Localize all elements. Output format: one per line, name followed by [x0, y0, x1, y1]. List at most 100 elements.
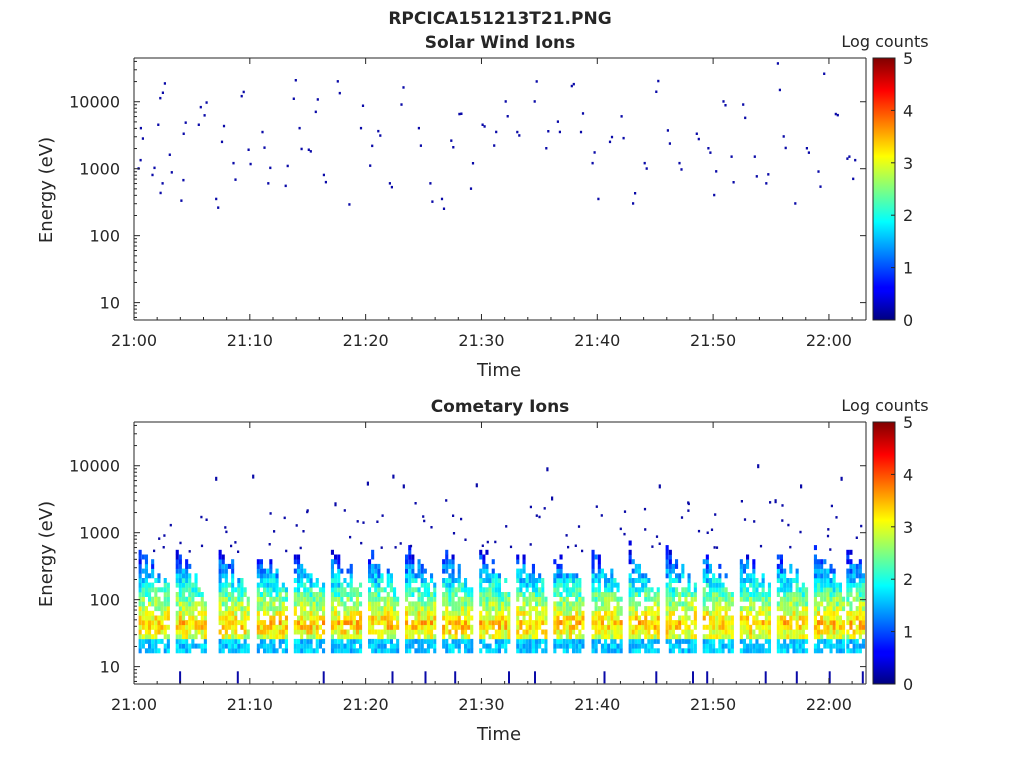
panel2-data-cell	[525, 629, 529, 635]
panel2-data-cell	[464, 624, 468, 630]
panel2-data-cell	[234, 606, 238, 612]
panel2-data-cell	[371, 643, 375, 649]
panel2-data-cell	[600, 620, 604, 626]
panel2-data-cell	[665, 606, 669, 612]
panel2-data-cell	[562, 582, 566, 588]
panel2-data-cell	[610, 620, 614, 626]
panel2-data-cell	[383, 610, 387, 616]
panel2-data-cell	[758, 620, 762, 626]
panel2-data-cell	[309, 601, 313, 607]
panel2-data-cell	[246, 610, 250, 616]
panel2-data-cell	[227, 592, 231, 597]
panel2-data-cell	[591, 624, 595, 630]
panel2-data-cell	[678, 601, 682, 607]
panel2-data-cell	[610, 578, 614, 583]
panel2-data-point	[706, 531, 709, 534]
panel2-data-cell	[776, 601, 780, 607]
panel1-data-point	[379, 134, 382, 137]
panel2-data-cell	[776, 620, 780, 626]
panel2-data-cell	[163, 629, 167, 635]
panel2-data-cell	[197, 620, 201, 626]
panel2-data-cell	[377, 601, 381, 607]
panel2-data-cell	[528, 596, 532, 602]
panel2-data-cell	[281, 629, 285, 635]
panel2-data-cell	[166, 610, 170, 616]
panel2-data-cell	[516, 638, 520, 644]
panel2-data-cell	[681, 592, 685, 597]
panel2-data-cell	[221, 648, 225, 654]
panel2-data-cell	[346, 610, 350, 616]
panel2-data-cell	[377, 563, 381, 569]
panel2-data-cell	[420, 606, 424, 612]
panel2-data-cell	[303, 610, 307, 616]
panel2-data-cell	[767, 624, 771, 630]
panel2-data-cell	[163, 587, 167, 593]
panel1-data-point	[570, 84, 573, 88]
panel2-data-cell	[829, 629, 833, 635]
panel2-data-point	[574, 544, 577, 547]
panel2-data-cell	[556, 643, 560, 649]
panel2-data-cell	[203, 643, 207, 649]
panel2-data-cell	[293, 587, 297, 593]
panel1-data-point	[632, 202, 635, 205]
panel2-data-cell	[684, 638, 688, 644]
panel2-data-cell	[224, 596, 228, 602]
panel2-data-cell	[846, 549, 850, 555]
panel2-data-cell	[556, 601, 560, 607]
panel2-data-cell	[610, 610, 614, 616]
panel2-data-cell	[572, 587, 576, 593]
panel2-data-cell	[795, 643, 799, 649]
panel2-data-cell	[846, 554, 850, 560]
panel2-data-cell	[420, 573, 424, 579]
panel1-data-point	[645, 167, 648, 170]
panel2-data-cell	[433, 624, 437, 630]
panel2-data-cell	[591, 582, 595, 588]
panel2-data-cell	[544, 629, 548, 635]
panel2-data-cell	[675, 563, 679, 569]
panel2-data-cell	[393, 596, 397, 602]
panel2-data-cell	[454, 578, 458, 583]
panel2-data-cell	[708, 648, 712, 654]
panel2-data-cell	[448, 578, 452, 583]
panel2-data-cell	[600, 624, 604, 630]
panel2-data-cell	[832, 601, 836, 607]
panel2-data-cell	[218, 610, 222, 616]
panel2-data-cell	[163, 648, 167, 654]
panel2-data-cell	[218, 578, 222, 583]
panel2-data-cell	[739, 573, 743, 579]
panel2-data-cell	[705, 559, 709, 565]
panel2-data-cell	[377, 643, 381, 649]
panel2-data-cell	[604, 606, 608, 612]
panel2-data-cell	[852, 615, 856, 621]
panel2-data-cell	[852, 568, 856, 574]
panel2-data-cell	[160, 629, 164, 635]
panel2-data-cell	[610, 643, 614, 649]
panel2-data-cell	[687, 624, 691, 630]
panel2-data-cell	[861, 638, 865, 644]
panel2-data-cell	[565, 582, 569, 588]
panel2-data-cell	[188, 643, 192, 649]
panel2-data-cell	[445, 549, 449, 555]
panel2-data-cell	[823, 638, 827, 644]
panel2-data-cell	[813, 559, 817, 565]
panel2-x-tick-label: 21:20	[343, 695, 389, 714]
panel2-data-cell	[166, 606, 170, 612]
panel2-data-cell	[312, 624, 316, 630]
panel2-data-point	[481, 544, 484, 547]
panel2-data-cell	[813, 629, 817, 635]
panel2-data-cell	[256, 592, 260, 597]
panel2-data-cell	[383, 648, 387, 654]
panel2-data-cell	[681, 601, 685, 607]
panel2-data-cell	[724, 610, 728, 616]
panel2-data-cell	[644, 596, 648, 602]
panel2-data-cell	[312, 648, 316, 654]
panel2-data-cell	[178, 601, 182, 607]
panel2-data-cell	[151, 563, 155, 569]
panel2-data-cell	[322, 601, 326, 607]
panel2-data-cell	[426, 596, 430, 602]
panel2-data-cell	[377, 596, 381, 602]
panel2-data-cell	[227, 620, 231, 626]
panel2-data-cell	[389, 624, 393, 630]
panel2-data-cell	[408, 563, 412, 569]
panel2-data-cell	[322, 615, 326, 621]
